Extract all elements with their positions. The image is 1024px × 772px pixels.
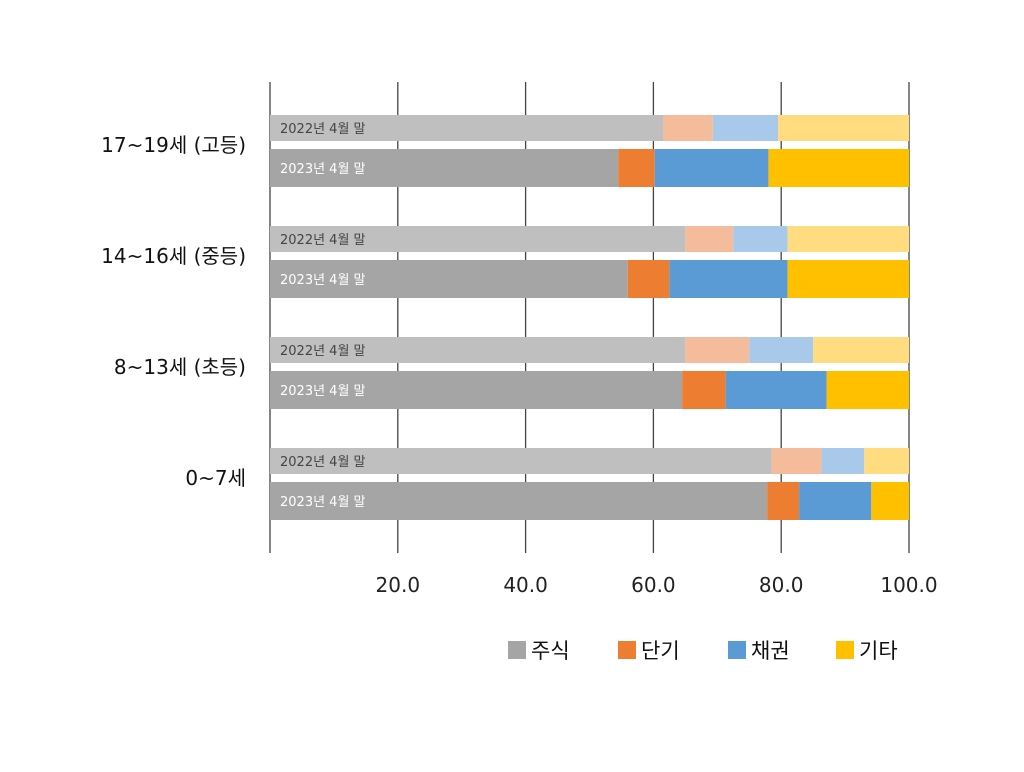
legend-swatch xyxy=(836,641,854,659)
bar-segment-채권 xyxy=(669,260,788,298)
bar-segment-단기 xyxy=(618,149,655,187)
bar-segment-주식 xyxy=(270,226,686,252)
group-label: 14~16세 (중등) xyxy=(101,244,246,268)
x-tick-label: 80.0 xyxy=(759,573,804,597)
legend-swatch xyxy=(728,641,746,659)
bar-segment-단기 xyxy=(662,115,713,141)
bar-segment-단기 xyxy=(771,448,822,474)
bar-label: 2022년 4월 말 xyxy=(280,122,366,137)
legend-label: 단기 xyxy=(641,639,680,663)
bar-label: 2022년 4월 말 xyxy=(280,344,366,359)
legend-label: 주식 xyxy=(531,639,570,663)
bar-segment-단기 xyxy=(685,226,734,252)
bar-segment-기타 xyxy=(778,115,909,141)
bar-segment-기타 xyxy=(826,371,909,409)
legend-label: 기타 xyxy=(859,639,898,663)
legend-label: 채권 xyxy=(751,639,790,663)
bar-segment-기타 xyxy=(813,337,909,363)
bar-segment-채권 xyxy=(733,226,788,252)
bar-label: 2023년 4월 말 xyxy=(280,384,366,399)
bar-segment-채권 xyxy=(712,115,779,141)
bar-segment-단기 xyxy=(627,260,670,298)
x-tick-label: 100.0 xyxy=(880,573,937,597)
bar-segment-기타 xyxy=(787,226,909,252)
x-tick-label: 20.0 xyxy=(376,573,421,597)
bar-segment-주식 xyxy=(270,149,619,187)
bar-segment-주식 xyxy=(270,337,686,363)
bar-segment-채권 xyxy=(654,149,769,187)
x-tick-label: 40.0 xyxy=(503,573,548,597)
bar-segment-기타 xyxy=(787,260,909,298)
bar-segment-기타 xyxy=(768,149,909,187)
bar-segment-채권 xyxy=(749,337,814,363)
bar-segment-단기 xyxy=(682,371,726,409)
bar-segment-주식 xyxy=(270,448,772,474)
bar-label: 2022년 4월 말 xyxy=(280,455,366,470)
legend-swatch xyxy=(508,641,526,659)
bar-segment-기타 xyxy=(864,448,909,474)
bar-segment-단기 xyxy=(767,482,800,520)
bar-segment-채권 xyxy=(799,482,872,520)
bar-segment-주식 xyxy=(270,115,663,141)
bar-segment-단기 xyxy=(685,337,750,363)
bar-segment-주식 xyxy=(270,371,683,409)
bar-segment-주식 xyxy=(270,260,628,298)
group-label: 17~19세 (고등) xyxy=(101,133,246,157)
bar-segment-채권 xyxy=(725,371,827,409)
bar-label: 2023년 4월 말 xyxy=(280,495,366,510)
legend-swatch xyxy=(618,641,636,659)
bar-segment-주식 xyxy=(270,482,768,520)
bar-label: 2023년 4월 말 xyxy=(280,162,366,177)
group-label: 8~13세 (초등) xyxy=(114,355,246,379)
bar-segment-채권 xyxy=(821,448,865,474)
x-tick-label: 60.0 xyxy=(631,573,676,597)
group-label: 0~7세 xyxy=(185,466,246,490)
bar-label: 2022년 4월 말 xyxy=(280,233,366,248)
bar-segment-기타 xyxy=(871,482,909,520)
bar-label: 2023년 4월 말 xyxy=(280,273,366,288)
